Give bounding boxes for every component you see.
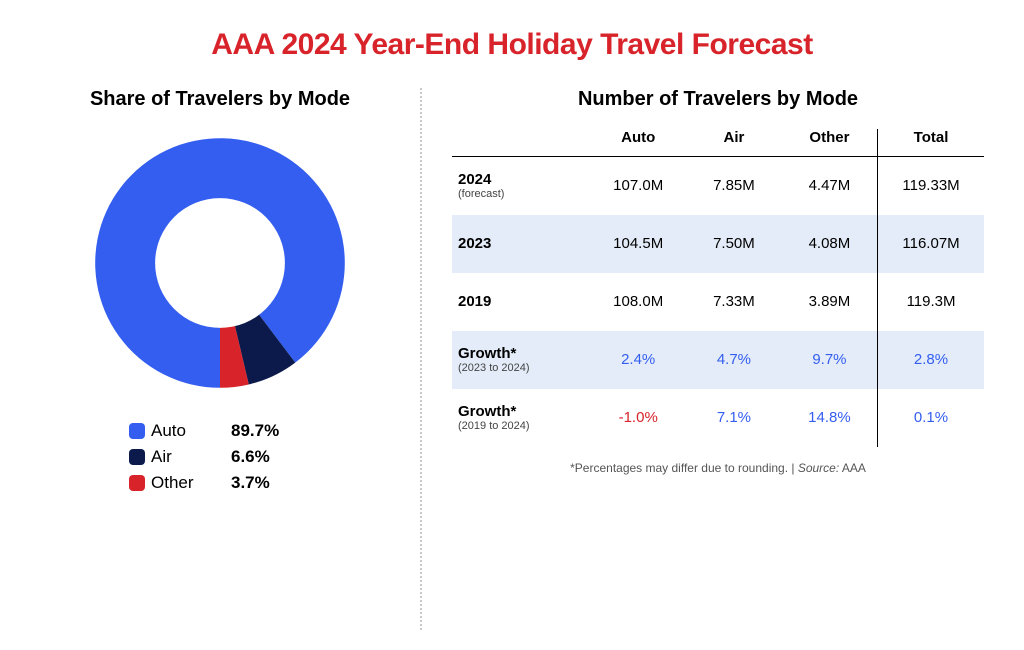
donut-hole xyxy=(155,198,285,328)
legend-label: Auto xyxy=(151,421,231,441)
row-label: Growth*(2019 to 2024) xyxy=(452,389,590,447)
table-row: 2024(forecast)107.0M7.85M4.47M119.33M xyxy=(452,157,984,215)
col-header-other: Other xyxy=(782,129,878,157)
cell-auto: 108.0M xyxy=(590,273,686,331)
legend-label: Air xyxy=(151,447,231,467)
numbers-title: Number of Travelers by Mode xyxy=(452,88,984,111)
col-header-auto: Auto xyxy=(590,129,686,157)
row-label: 2023 xyxy=(452,215,590,273)
cell-total: 116.07M xyxy=(878,215,984,273)
cell-air: 7.50M xyxy=(686,215,782,273)
donut-svg xyxy=(90,133,350,393)
cell-other: 14.8% xyxy=(782,389,878,447)
footnote-text: *Percentages may differ due to rounding.… xyxy=(570,461,798,475)
legend-label: Other xyxy=(151,473,231,493)
cell-auto: 104.5M xyxy=(590,215,686,273)
table-row: Growth*(2019 to 2024)-1.0%7.1%14.8%0.1% xyxy=(452,389,984,447)
cell-total: 119.3M xyxy=(878,273,984,331)
content-row: Share of Travelers by Mode Auto89.7%Air6… xyxy=(40,88,984,630)
cell-other: 4.47M xyxy=(782,157,878,215)
infographic-root: AAA 2024 Year-End Holiday Travel Forecas… xyxy=(0,0,1024,650)
donut-chart xyxy=(90,133,350,393)
cell-other: 3.89M xyxy=(782,273,878,331)
cell-air: 7.33M xyxy=(686,273,782,331)
legend-swatch-air xyxy=(129,449,145,465)
page-title: AAA 2024 Year-End Holiday Travel Forecas… xyxy=(40,28,984,62)
cell-total: 2.8% xyxy=(878,331,984,389)
travelers-table: AutoAirOtherTotal 2024(forecast)107.0M7.… xyxy=(452,129,984,447)
share-title: Share of Travelers by Mode xyxy=(90,88,350,111)
cell-total: 0.1% xyxy=(878,389,984,447)
row-label: 2019 xyxy=(452,273,590,331)
table-row: 2023104.5M7.50M4.08M116.07M xyxy=(452,215,984,273)
cell-auto: 107.0M xyxy=(590,157,686,215)
col-header-label xyxy=(452,129,590,157)
donut-legend: Auto89.7%Air6.6%Other3.7% xyxy=(129,421,311,493)
legend-value: 89.7% xyxy=(231,421,311,441)
row-label: 2024(forecast) xyxy=(452,157,590,215)
table-body: 2024(forecast)107.0M7.85M4.47M119.33M202… xyxy=(452,157,984,447)
cell-other: 4.08M xyxy=(782,215,878,273)
legend-value: 6.6% xyxy=(231,447,311,467)
cell-total: 119.33M xyxy=(878,157,984,215)
cell-air: 7.85M xyxy=(686,157,782,215)
share-panel: Share of Travelers by Mode Auto89.7%Air6… xyxy=(40,88,420,630)
numbers-panel: Number of Travelers by Mode AutoAirOther… xyxy=(422,88,984,630)
cell-air: 4.7% xyxy=(686,331,782,389)
footnote-source-label: Source: xyxy=(798,461,839,475)
cell-air: 7.1% xyxy=(686,389,782,447)
cell-other: 9.7% xyxy=(782,331,878,389)
cell-auto: -1.0% xyxy=(590,389,686,447)
legend-swatch-other xyxy=(129,475,145,491)
legend-value: 3.7% xyxy=(231,473,311,493)
footnote-source: AAA xyxy=(842,461,866,475)
row-label: Growth*(2023 to 2024) xyxy=(452,331,590,389)
table-header-row: AutoAirOtherTotal xyxy=(452,129,984,157)
col-header-total: Total xyxy=(878,129,984,157)
col-header-air: Air xyxy=(686,129,782,157)
legend-swatch-auto xyxy=(129,423,145,439)
table-row: 2019108.0M7.33M3.89M119.3M xyxy=(452,273,984,331)
cell-auto: 2.4% xyxy=(590,331,686,389)
table-row: Growth*(2023 to 2024)2.4%4.7%9.7%2.8% xyxy=(452,331,984,389)
table-footnote: *Percentages may differ due to rounding.… xyxy=(452,461,984,475)
